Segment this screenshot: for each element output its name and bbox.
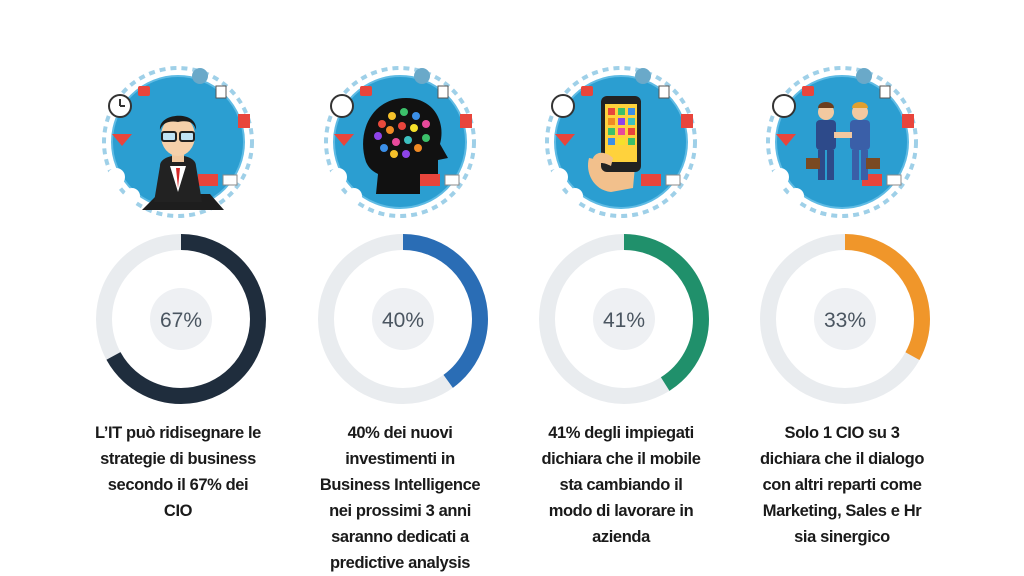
brain-icon xyxy=(324,66,476,218)
caption-line: secondo il 67% dei xyxy=(107,476,249,494)
donut-center xyxy=(372,288,434,350)
donut-percentage-label: 33% xyxy=(824,309,866,332)
caption-line: investimenti in xyxy=(345,450,455,468)
donut-percentage-label: 67% xyxy=(160,309,202,332)
donut-chart: 40% xyxy=(318,234,488,404)
caption-line: Business Intelligence xyxy=(319,476,481,494)
smartphone-icon xyxy=(545,66,697,218)
donut-progress-arc xyxy=(318,234,488,404)
businessman-icon xyxy=(102,66,254,218)
caption-line: L’IT può ridisegnare le xyxy=(95,424,261,442)
caption-line: Solo 1 CIO su 3 xyxy=(784,424,900,442)
donut-chart: 67% xyxy=(96,234,266,404)
stat-column-3: 41% 41% degli impiegati dichiara che il … xyxy=(511,0,731,576)
donut-chart: 41% xyxy=(539,234,709,404)
stat-column-2: 40% 40% dei nuovi investimenti in Busine… xyxy=(290,0,510,576)
stat-column-4: 33% Solo 1 CIO su 3 dichiara che il dial… xyxy=(732,0,952,576)
caption-line: Marketing, Sales e Hr xyxy=(762,502,922,520)
stat-caption: 40% dei nuovi investimenti in Business I… xyxy=(290,420,510,576)
caption-line: sia sinergico xyxy=(794,528,890,546)
caption-line: 41% degli impiegati xyxy=(548,424,694,442)
donut-center xyxy=(150,288,212,350)
stat-caption: Solo 1 CIO su 3 dichiara che il dialogo … xyxy=(732,420,952,550)
caption-line: predictive analysis xyxy=(329,554,471,572)
donut-progress-arc xyxy=(539,234,709,404)
caption-line: dichiara che il dialogo xyxy=(759,450,925,468)
caption-line: 40% dei nuovi xyxy=(347,424,453,442)
donut-percentage-label: 40% xyxy=(382,309,424,332)
donut-percentage-label: 41% xyxy=(603,309,645,332)
caption-line: con altri reparti come xyxy=(762,476,922,494)
donut-progress-arc xyxy=(96,234,266,404)
caption-line: CIO xyxy=(163,502,193,520)
donut-center xyxy=(814,288,876,350)
donut-chart: 33% xyxy=(760,234,930,404)
stat-caption: 41% degli impiegati dichiara che il mobi… xyxy=(511,420,731,550)
caption-line: modo di lavorare in xyxy=(548,502,694,520)
donut-progress-arc xyxy=(760,234,930,404)
caption-line: sta cambiando il xyxy=(559,476,683,494)
stat-caption: L’IT può ridisegnare le strategie di bus… xyxy=(68,420,288,524)
caption-line: saranno dedicati a xyxy=(331,528,469,546)
caption-line: dichiara che il mobile xyxy=(541,450,701,468)
handshake-icon xyxy=(766,66,918,218)
donut-center xyxy=(593,288,655,350)
stat-column-1: 67% L’IT può ridisegnare le strategie di… xyxy=(68,0,288,576)
caption-line: strategie di business xyxy=(100,450,256,468)
caption-line: nei prossimi 3 anni xyxy=(329,502,471,520)
caption-line: azienda xyxy=(592,528,650,546)
